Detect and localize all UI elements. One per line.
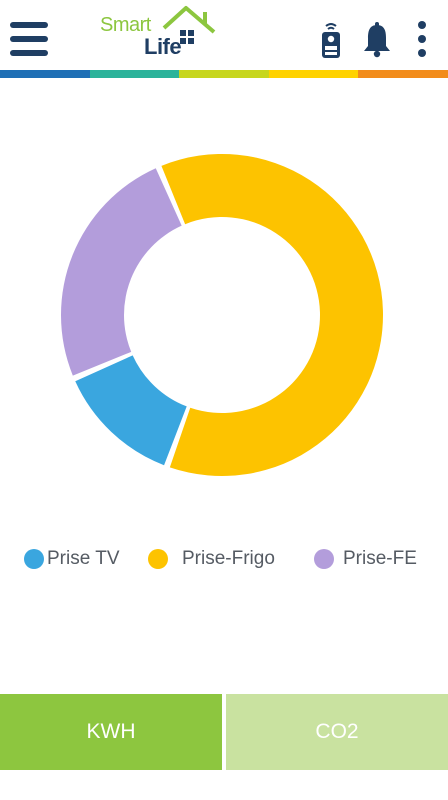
smart-life-logo: Smart Life <box>98 4 228 64</box>
legend-item-prise-tv[interactable]: Prise TV <box>24 546 120 572</box>
tab-kwh[interactable]: KWH <box>0 694 222 770</box>
stripe-segment <box>0 70 90 78</box>
chart-legend: Prise TV Prise-Frigo Prise-FE <box>0 540 448 576</box>
donut-chart-svg <box>60 154 384 476</box>
logo-smart-text: Smart <box>100 14 151 36</box>
stripe-segment <box>358 70 448 78</box>
legend-label: Prise-FE <box>343 548 417 569</box>
donut-slice-prise-fe[interactable] <box>60 168 182 376</box>
stripe-segment <box>89 70 180 78</box>
stripe-segment <box>179 70 269 78</box>
legend-label: Prise TV <box>47 548 120 569</box>
logo-house-icon <box>162 6 216 44</box>
legend-dot <box>24 549 44 569</box>
consumption-donut-chart <box>0 80 448 560</box>
unit-tabs: KWH CO2 <box>0 694 448 770</box>
donut-slice-prise-frigo[interactable] <box>161 154 384 476</box>
legend-label: Prise-Frigo <box>182 548 275 569</box>
remote-device-icon[interactable] <box>318 22 344 60</box>
stripe-segment <box>268 70 359 78</box>
legend-item-prise-fe[interactable]: Prise-FE <box>314 546 417 572</box>
brand-color-stripe <box>0 70 448 78</box>
hamburger-menu-icon[interactable] <box>10 22 48 58</box>
legend-item-prise-frigo[interactable]: Prise-Frigo <box>148 546 275 572</box>
donut-slice-prise-tv[interactable] <box>75 355 187 466</box>
tab-co2[interactable]: CO2 <box>226 694 448 770</box>
app-header: Smart Life <box>0 0 448 70</box>
legend-dot <box>314 549 334 569</box>
bell-icon[interactable] <box>362 20 392 58</box>
logo-life-text: Life <box>144 34 182 59</box>
legend-dot <box>148 549 168 569</box>
more-vertical-icon[interactable] <box>412 20 432 60</box>
